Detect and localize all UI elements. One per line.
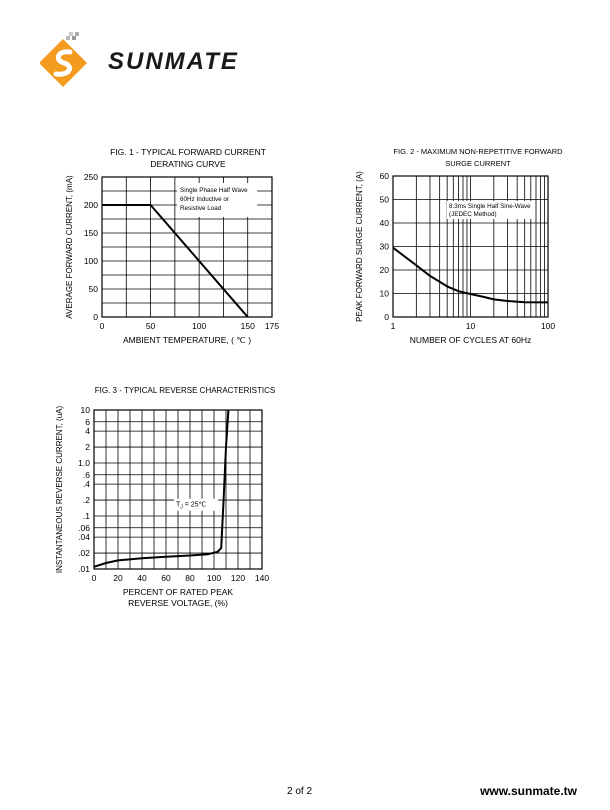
y-tick-label: 1.0 [78,458,90,468]
annotation-text: TJ = 25℃ [176,502,207,511]
y-tick-label: 200 [84,200,98,210]
y-tick-label: 60 [380,171,390,181]
brand-name: SUNMATE [108,48,239,75]
chart-title: FIG. 3 - TYPICAL REVERSE CHARACTERISTICS [95,386,275,395]
y-tick-label: .01 [78,564,90,574]
x-tick-label: 50 [146,321,156,331]
y-tick-label: .04 [78,532,90,542]
y-tick-label: 2 [85,442,90,452]
x-tick-label: 100 [192,321,206,331]
chart-subtitle: SURGE CURRENT [445,159,511,168]
x-tick-label: 100 [541,321,555,331]
logo-s-icon [38,32,88,88]
y-tick-label: 40 [380,218,390,228]
fig1-chart: FIG. 1 - TYPICAL FORWARD CURRENT DERATING… [60,140,300,370]
x-axis-label: PERCENT OF RATED PEAK [123,587,234,597]
x-axis-label-2: REVERSE VOLTAGE, (%) [128,598,228,608]
x-tick-label: 20 [113,573,123,583]
y-tick-label: .1 [83,511,90,521]
x-tick-label: 120 [231,573,245,583]
y-tick-label: .4 [83,479,90,489]
series-line [93,409,230,568]
y-tick-label: 50 [380,195,390,205]
y-axis-label: AVERAGE FORWARD CURRENT, (mA) [65,175,74,319]
series-line [102,204,249,318]
y-tick-label: 0 [93,312,98,322]
series-line [392,246,549,304]
x-tick-label: 0 [92,573,97,583]
chart-title: FIG. 1 - TYPICAL FORWARD CURRENT [110,147,266,157]
brand-logo [38,32,240,92]
x-axis-label: AMBIENT TEMPERATURE, ( ℃ ) [123,335,251,345]
y-tick-label: 4 [85,426,90,436]
page-number: 2 of 2 [287,786,313,797]
fig3-chart: FIG. 3 - TYPICAL REVERSE CHARACTERISTICS… [50,380,290,620]
x-tick-label: 1 [391,321,396,331]
annotation-box [174,498,218,511]
y-tick-label: .2 [83,495,90,505]
plot-frame [93,409,263,570]
y-tick-label: 30 [380,242,390,252]
chart-subtitle: DERATING CURVE [150,159,226,169]
x-tick-label: 40 [137,573,147,583]
x-tick-label: 150 [241,321,255,331]
chart-title: FIG. 2 - MAXIMUM NON-REPETITIVE FORWARD [393,147,563,156]
y-tick-label: .02 [78,548,90,558]
x-tick-label: 0 [100,321,105,331]
x-tick-label: 140 [255,573,269,583]
fig2-svg: FIG. 2 - MAXIMUM NON-REPETITIVE FORWARD S… [355,147,563,345]
y-tick-label: 20 [380,265,390,275]
y-axis-label: PEAK FORWARD SURGE CURRENT, (A) [355,171,364,322]
annotation-text: 60Hz Inductive or [180,196,229,203]
x-tick-label: 100 [207,573,221,583]
y-tick-label: .6 [83,470,90,480]
x-tick-label: 80 [185,573,195,583]
plot-frame [392,175,549,318]
y-axis-label: INSTANTANEOUS REVERSE CURRENT, (uA) [55,406,64,574]
plot-frame [101,176,273,318]
x-tick-label: 10 [466,321,476,331]
y-tick-label: 6 [85,417,90,427]
annotation-text: 8.3ms Single Half Sine-Wave [449,203,531,210]
y-tick-label: 0 [384,312,389,322]
x-axis-label: NUMBER OF CYCLES AT 60Hz [410,335,532,345]
y-tick-label: .06 [78,523,90,533]
x-tick-label: 175 [265,321,279,331]
y-tick-label: 10 [380,289,390,299]
annotation-box [447,201,533,219]
x-tick-label: 60 [161,573,171,583]
annotation-text: (JEDEC Method) [449,211,497,218]
fig3-svg: FIG. 3 - TYPICAL REVERSE CHARACTERISTICS… [55,386,275,608]
annotation-text: Single Phase Half Wave [180,187,248,194]
y-tick-label: 100 [84,256,98,266]
y-tick-label: 10 [81,405,91,415]
y-tick-label: 250 [84,172,98,182]
annotation-text: Resistive Load [180,205,222,212]
y-tick-label: 50 [89,284,99,294]
annotation-box [177,183,257,217]
fig2-chart: FIG. 2 - MAXIMUM NON-REPETITIVE FORWARD S… [350,140,570,370]
y-tick-label: 150 [84,228,98,238]
fig1-svg: FIG. 1 - TYPICAL FORWARD CURRENT DERATING… [65,147,279,345]
website-link[interactable]: www.sunmate.tw [480,784,577,798]
